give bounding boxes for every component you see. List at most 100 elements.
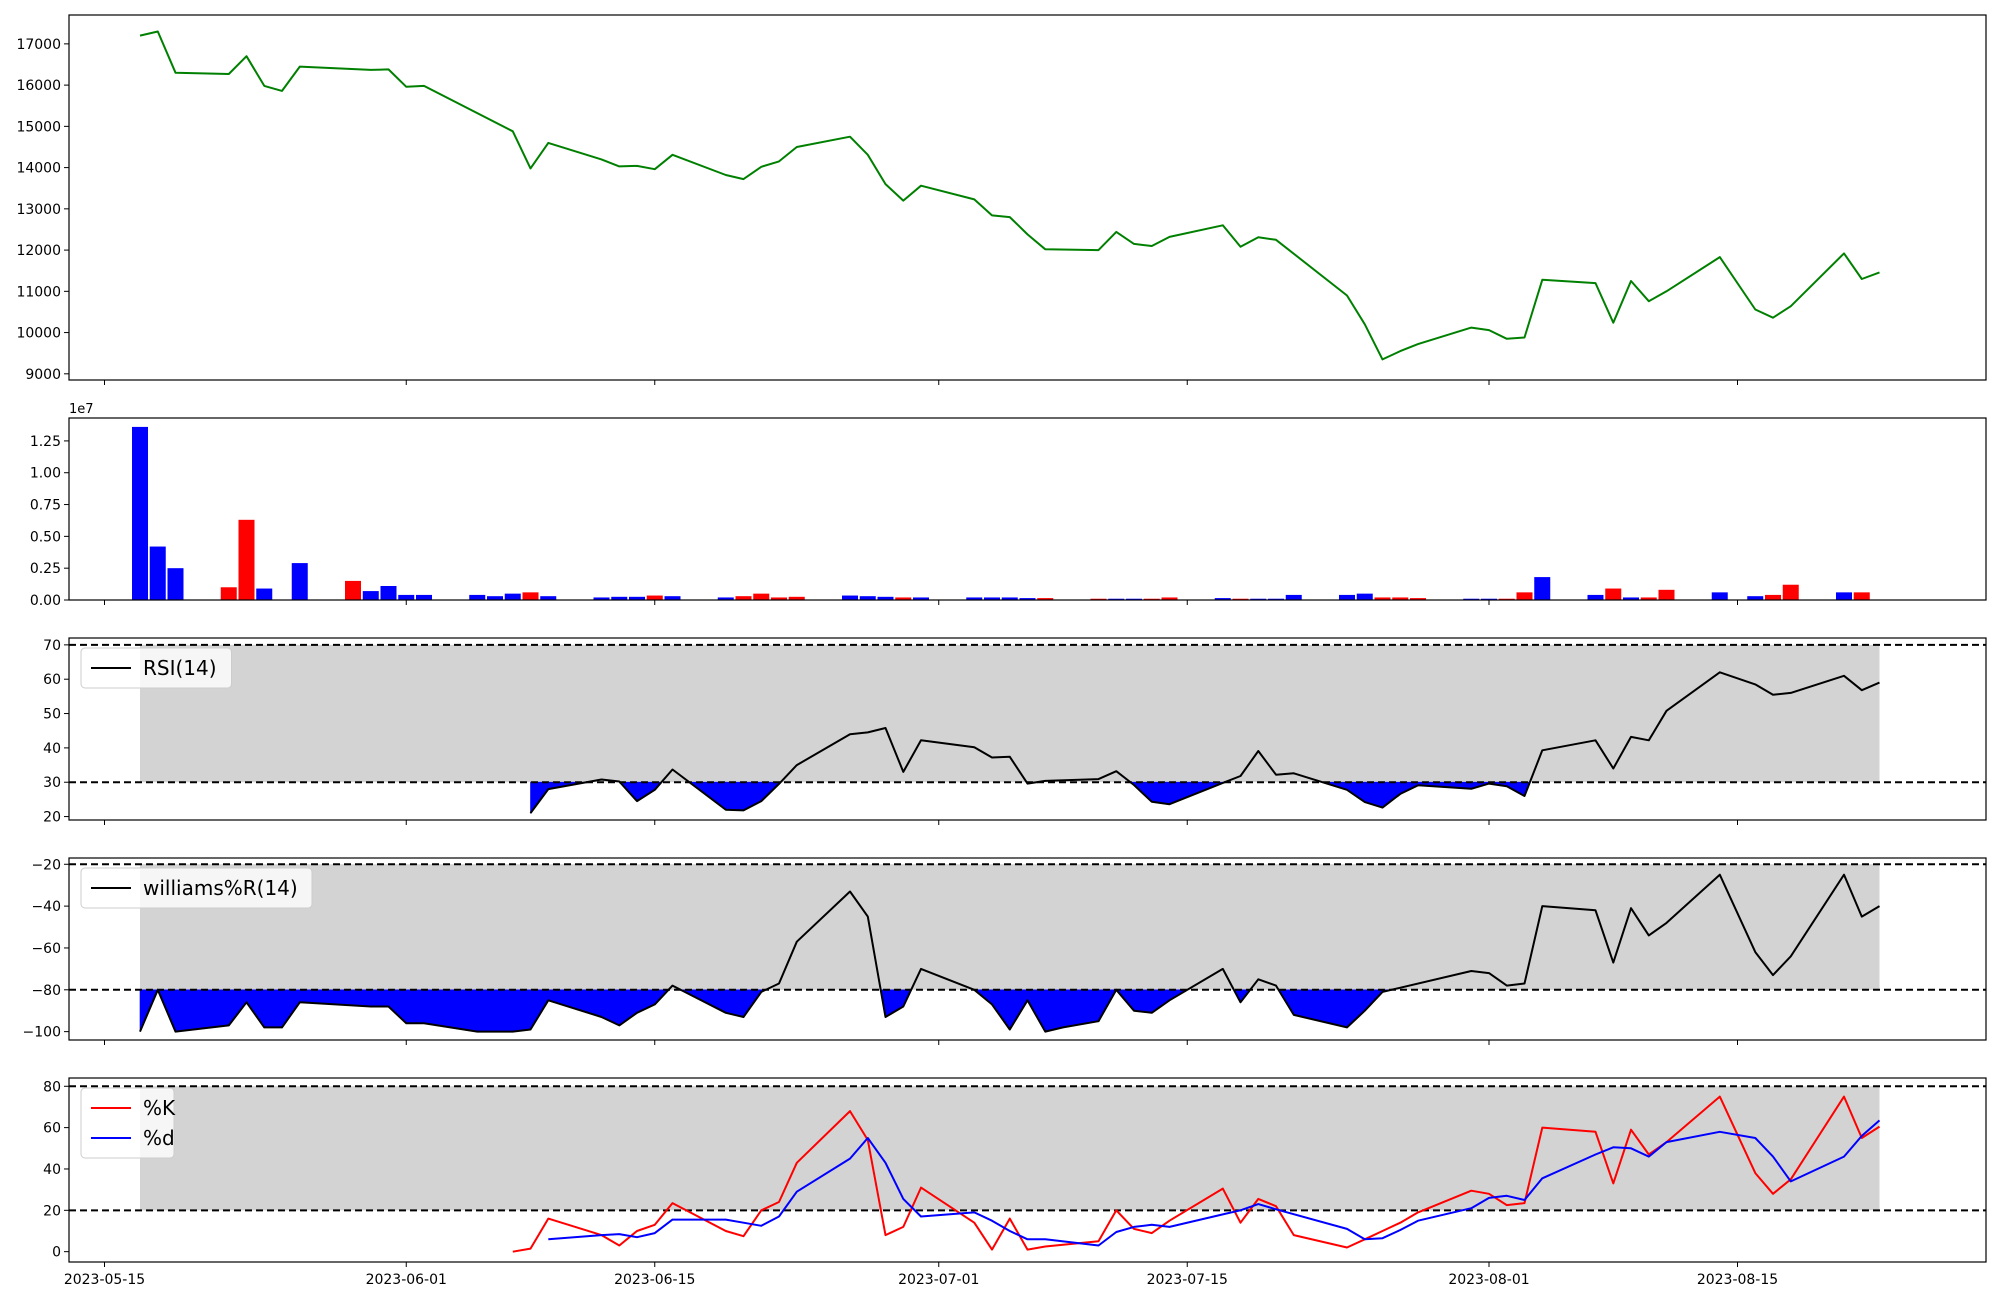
volume-bar (717, 597, 734, 600)
series-line-1 (139, 873, 1881, 1033)
volume-bar (362, 591, 379, 600)
y-tick-label: 0.25 (30, 561, 61, 577)
volume-bar (1836, 592, 1852, 600)
volume-bar (1374, 597, 1391, 600)
threshold-band (140, 1086, 1880, 1211)
volume-bar (913, 597, 929, 600)
volume-bar (1143, 598, 1160, 600)
volume-bar (984, 597, 1000, 600)
y-tick-label: −100 (23, 1025, 61, 1041)
x-tick-label: 2023-05-15 (64, 1272, 145, 1288)
legend-label: %K (143, 1096, 176, 1120)
below-threshold-fill (388, 989, 407, 1024)
below-threshold-fill (1133, 989, 1153, 1014)
volume-bar (132, 426, 148, 600)
y-tick-label: 14000 (16, 161, 61, 177)
y-tick-label: 9000 (25, 367, 61, 383)
axes-frame (68, 14, 1987, 381)
below-threshold-fill (1151, 781, 1170, 805)
y-tick-label: 12000 (16, 243, 61, 259)
volume-bar (1214, 598, 1231, 600)
volume-bar (238, 519, 255, 600)
y-tick-label: 0.50 (30, 529, 61, 545)
volume-bar (149, 546, 166, 600)
panel-2: 0.00 0.25 0.50 0.75 1.00 1.25 1e7 (30, 402, 1987, 609)
y-tick-label: −60 (31, 941, 61, 957)
y-tick-label: 80 (43, 1079, 61, 1095)
x-tick-label: 2023-06-15 (614, 1272, 695, 1288)
y-tick-label: 17000 (16, 37, 61, 53)
y-tick-label: 40 (43, 1162, 61, 1178)
volume-bar (1161, 597, 1178, 600)
y-tick-label: 50 (43, 707, 61, 723)
volume-bar (1640, 597, 1657, 600)
volume-bar (664, 596, 681, 600)
y-offset-label: 1e7 (69, 402, 94, 417)
y-tick-label: 20 (43, 810, 61, 826)
volume-bar (256, 588, 273, 600)
panel-5: 0 20 40 60 80 2023-05-15 2023-06-01 2023-06-15 2… (43, 1077, 1987, 1288)
volume-bar (735, 596, 752, 600)
y-tick-label: 15000 (16, 119, 61, 135)
below-threshold-fill (1045, 989, 1064, 1032)
axes-frame (68, 857, 1987, 1041)
y-tick-label: 40 (43, 741, 61, 757)
y-tick-label: 1.00 (30, 466, 61, 482)
y-tick-label: 0 (52, 1245, 61, 1261)
volume-bar (380, 586, 397, 600)
volume-bar (1853, 592, 1870, 600)
volume-bar (1605, 588, 1622, 600)
volume-bar (522, 592, 539, 600)
volume-bar (593, 597, 610, 600)
series-line-2 (548, 1119, 1881, 1247)
y-tick-label: −80 (31, 983, 61, 999)
volume-bar (167, 568, 184, 600)
plot-area (69, 1085, 1986, 1253)
volume-bar (540, 596, 557, 600)
volume-bar (1108, 598, 1125, 600)
volume-bar (877, 596, 894, 600)
volume-bar (842, 595, 858, 600)
y-tick-label: 20 (43, 1203, 61, 1219)
x-tick-label: 2023-08-15 (1697, 1272, 1778, 1288)
volume-bar (1001, 597, 1018, 600)
volume-bar (1037, 598, 1054, 600)
legend-label: RSI(14) (143, 656, 217, 680)
volume-bar (1250, 598, 1267, 600)
below-threshold-fill (246, 989, 265, 1029)
volume-bar (487, 596, 503, 600)
threshold-band (140, 644, 1880, 783)
volume-bar (1126, 598, 1142, 600)
below-threshold-fill (228, 989, 247, 1027)
legend-label: %d (143, 1126, 175, 1150)
x-tick-label: 2023-08-01 (1448, 1272, 1529, 1288)
volume-bar (345, 580, 361, 600)
plot-area (139, 30, 1880, 361)
volume-bar (469, 594, 486, 600)
below-threshold-fill (281, 989, 301, 1029)
x-tick-label: 2023-07-01 (898, 1272, 979, 1288)
below-threshold-fill (512, 989, 531, 1032)
volume-bar (1765, 594, 1781, 600)
volume-bar (1516, 592, 1533, 600)
volume-bar (1658, 589, 1675, 600)
volume-bar (1339, 594, 1355, 600)
volume-bar (788, 596, 805, 600)
y-tick-label: 60 (43, 1121, 61, 1137)
y-tick-label: 16000 (16, 78, 61, 94)
volume-bar (1268, 598, 1284, 600)
legend: RSI(14) (80, 647, 232, 689)
y-tick-label: 11000 (16, 284, 61, 300)
series-line-1 (139, 30, 1880, 361)
y-tick-label: 0.00 (30, 593, 61, 609)
volume-bar (1747, 596, 1764, 600)
x-tick-label: 2023-06-01 (366, 1272, 447, 1288)
volume-bar (1498, 598, 1515, 600)
y-tick-label: 30 (43, 775, 61, 791)
volume-bar (1285, 594, 1302, 600)
below-threshold-fill (601, 989, 620, 1026)
volume-bar (1782, 584, 1799, 600)
volume-bar (1019, 598, 1036, 600)
volume-bar (416, 594, 432, 600)
